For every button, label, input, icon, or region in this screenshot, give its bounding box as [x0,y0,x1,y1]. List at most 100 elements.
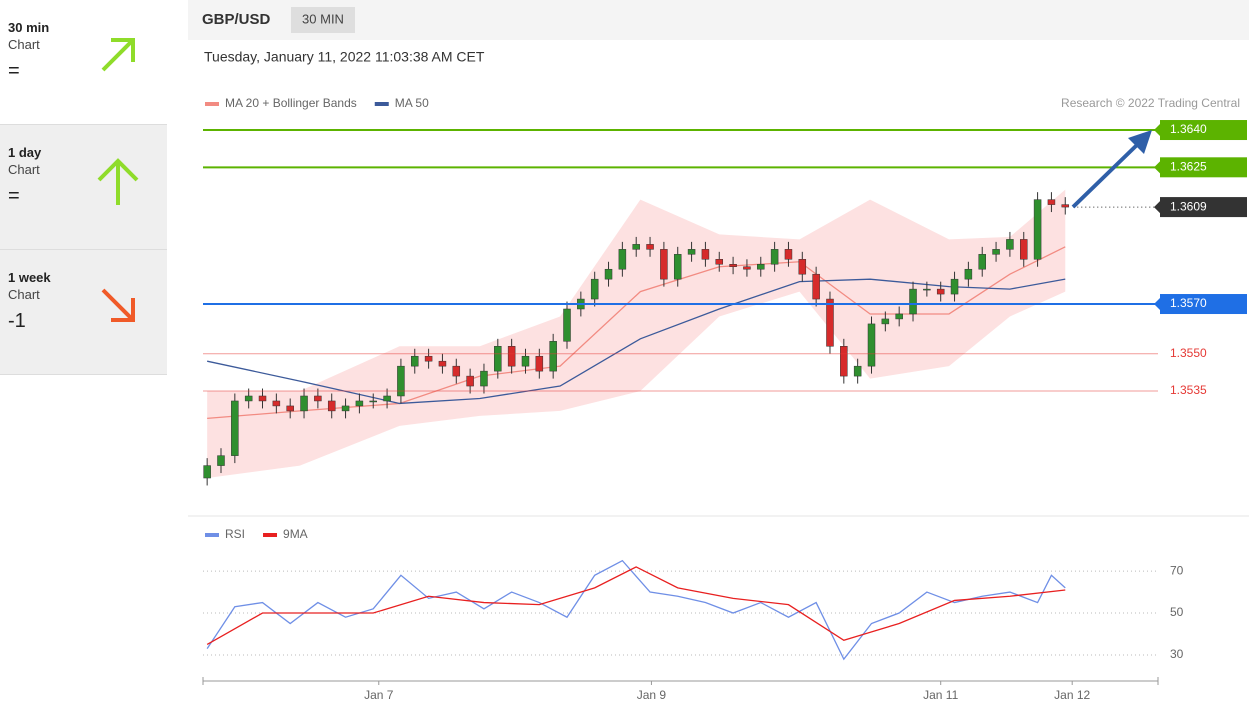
panel-30min[interactable]: 30 min Chart = [0,0,167,125]
y-tick-label: 70 [1170,563,1184,577]
candle-body [327,400,336,412]
symbol: GBP/USD [202,11,271,28]
level-box [1160,197,1247,218]
candle-body [424,355,433,362]
candle-body [812,273,820,300]
level-pointer [1154,298,1160,311]
candle-body [840,346,848,377]
candle-body [853,365,862,377]
series-line [206,566,1066,646]
candle-body [535,355,544,372]
x-tick-label: Jan 12 [1054,688,1090,702]
candle-body [300,395,308,412]
level-label: 1.3570 [1170,296,1207,310]
legend-swatch [374,102,389,106]
candle-body [369,400,377,403]
candle-body [936,288,945,295]
candle-body [466,375,474,387]
panel-sub: Chart [8,287,40,302]
arrow-icon [97,158,139,205]
x-tick-label: Jan 7 [364,688,394,702]
candle-body [646,244,654,250]
panel-1week[interactable]: 1 week Chart -1 [0,250,167,375]
level-label: 1.3550 [1170,346,1207,360]
plot-area: 1.3640 1.3625 1.3609 1.3570 1.3550 1.3535 MA 2… [202,96,1247,702]
candle-body [909,288,917,315]
candle-body [978,254,986,270]
candle-body [314,395,322,402]
header-bar [188,0,1249,40]
candle-body [286,405,294,412]
panel-title: 1 week [8,270,51,285]
legend-label: RSI [225,527,245,541]
candle-body [203,465,211,479]
level-box [1160,120,1247,141]
y-tick-label: 30 [1170,647,1184,661]
series-line [207,278,1066,405]
candle-body [521,355,530,367]
level-pointer [1154,124,1160,137]
candle-body [258,395,267,402]
candle-body [673,254,682,280]
candle-body [687,249,696,255]
candle-body [701,249,710,260]
candle-body [992,249,1000,255]
candle-body [964,268,973,280]
candle-body [231,400,239,456]
panel-value: = [8,185,20,207]
candle-body [452,365,461,377]
candle-body [867,323,876,367]
x-tick-label: Jan 9 [637,688,667,702]
candle-body [590,278,599,300]
legend-label: 9MA [283,527,308,541]
candle-body [397,365,405,397]
arrow-icon [101,38,135,72]
candle-body [895,313,903,320]
legend-label: MA 20 + Bollinger Bands [225,96,357,110]
candle-body [507,346,516,367]
candle-body [757,264,765,270]
level-box [1160,294,1247,315]
candle-body [798,259,807,275]
projection-arrowhead [1128,130,1152,154]
candle-body [549,341,557,372]
legend-label: MA 50 [395,96,429,110]
level-pointer [1154,201,1160,214]
candle-body [604,268,613,280]
datetime: Tuesday, January 11, 2022 11:03:38 AM CE… [204,49,485,65]
panel-value: -1 [8,310,26,332]
projection-arrow [1071,140,1142,209]
candle-body [632,244,640,250]
credit: Research © 2022 Trading Central [1061,96,1240,110]
candle-body [1033,199,1042,260]
candle-body [411,355,419,367]
panel-sub: Chart [8,162,40,177]
y-tick-label: 50 [1170,605,1184,619]
level-label: 1.3609 [1170,199,1207,213]
level-label: 1.3640 [1170,122,1207,136]
legend-swatch [263,533,278,537]
candle-body [660,249,668,280]
timeframe: 30 MIN [302,11,344,26]
panel-title: 1 day [8,145,42,160]
legend-swatch [205,102,219,106]
candle-body [715,259,724,265]
timeframe-tag[interactable] [291,7,355,33]
panel-title: 30 min [8,20,50,35]
candle-body [383,395,391,402]
candle-body [272,400,281,407]
candle-body [480,370,488,387]
panel-1day[interactable]: 1 day Chart = [0,125,167,250]
candle-body [1019,239,1028,260]
candle-body [217,455,225,466]
candle-body [770,249,779,265]
panel-value: = [8,60,20,82]
candle-body [729,264,737,267]
candle-body [1047,199,1056,205]
candle-body [881,318,890,325]
candle-body [784,249,793,260]
level-pointer [1154,161,1160,174]
candle-body [355,400,364,407]
series-line [206,559,1066,661]
